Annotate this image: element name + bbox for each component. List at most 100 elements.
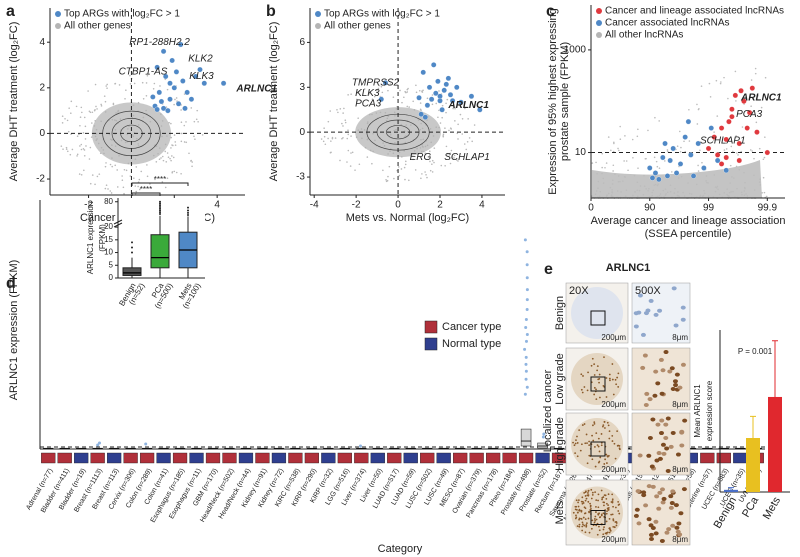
background-point: [723, 76, 725, 79]
background-point: [610, 149, 612, 152]
stain: [610, 501, 613, 503]
nucleus: [649, 464, 655, 469]
background-point: [654, 183, 657, 186]
error-bar: [772, 340, 778, 397]
point: [447, 92, 454, 98]
stain: [589, 504, 592, 507]
background-point: [398, 174, 401, 177]
outlier: [159, 209, 161, 212]
background-point: [688, 108, 690, 111]
stain: [575, 499, 578, 502]
row-label: High grade: [554, 417, 566, 471]
background-point: [707, 195, 710, 198]
background-point: [106, 83, 108, 86]
stain: [584, 499, 587, 502]
background-point: [170, 159, 172, 162]
stain: [585, 490, 587, 493]
point: [188, 96, 195, 102]
nucleus: [655, 422, 661, 427]
group-marker: [502, 452, 517, 464]
background-point: [442, 134, 444, 137]
outlier: [523, 392, 527, 396]
legend-label: Cancer type: [442, 321, 501, 333]
outlier: [524, 339, 528, 343]
scale-bar-label: 200μm: [601, 400, 626, 409]
stain: [608, 373, 611, 376]
background-point: [366, 156, 369, 158]
nucleus: [677, 385, 683, 390]
background-point: [422, 89, 424, 92]
stain: [593, 446, 596, 448]
stain: [576, 435, 578, 438]
background-point: [70, 100, 73, 103]
scale-bar-label: 8μm: [672, 465, 688, 474]
bar: [724, 489, 738, 492]
background-point: [455, 106, 457, 109]
y-axis-label: prostate sample (FPKM): [559, 42, 571, 161]
y-tick-label: 80: [104, 197, 113, 206]
background-point: [644, 157, 647, 160]
background-point: [433, 161, 435, 164]
group-marker: [107, 452, 122, 464]
bar: [768, 396, 782, 492]
background-point: [759, 184, 762, 186]
stain: [595, 398, 598, 401]
background-point: [175, 97, 178, 99]
background-point: [457, 123, 459, 126]
nucleus: [642, 353, 648, 358]
stain: [581, 521, 584, 524]
background-point: [618, 149, 620, 152]
background-point: [385, 178, 387, 181]
background-point: [89, 111, 92, 114]
background-point: [135, 166, 138, 168]
background-point: [473, 124, 476, 126]
legend-label: All other genes: [324, 21, 391, 32]
background-point: [734, 196, 736, 198]
background-point: [80, 148, 83, 151]
y-tick-label: 10: [104, 248, 113, 257]
row-label: Benign: [554, 296, 566, 330]
background-point: [180, 140, 183, 143]
background-point: [61, 122, 64, 124]
background-point: [601, 172, 603, 175]
stain: [603, 463, 606, 465]
stain: [581, 496, 584, 499]
background-point: [323, 135, 326, 138]
nucleus: [675, 529, 681, 534]
background-point: [76, 135, 79, 138]
background-point: [146, 175, 149, 178]
background-point: [753, 174, 755, 177]
legend-label: Normal type: [442, 338, 501, 350]
significance-label: ****: [154, 175, 166, 184]
figure-title: ARLNC1: [606, 262, 651, 274]
outlier: [524, 325, 528, 329]
legend-marker: [596, 32, 602, 38]
background-point: [449, 152, 452, 155]
background-point: [726, 188, 728, 190]
background-point: [738, 168, 741, 171]
background-point: [104, 100, 107, 103]
point: [647, 165, 653, 171]
background-point: [431, 163, 433, 166]
stain: [609, 379, 611, 382]
y-tick-label: 20: [104, 222, 113, 231]
point: [754, 129, 760, 135]
background-point: [171, 171, 174, 173]
background-point: [673, 192, 676, 194]
nucleus: [676, 521, 682, 526]
background-point: [671, 171, 673, 173]
background-point: [341, 122, 343, 125]
background-point: [715, 79, 718, 82]
background-point: [758, 181, 761, 183]
background-point: [625, 189, 628, 192]
background-point: [764, 76, 767, 79]
outlier: [525, 250, 529, 254]
stain: [604, 458, 607, 461]
background-point: [107, 188, 109, 190]
stain: [580, 388, 583, 391]
background-point: [728, 191, 731, 194]
stain: [612, 505, 614, 508]
background-point: [145, 82, 148, 84]
background-point: [80, 106, 83, 109]
point: [468, 93, 475, 100]
